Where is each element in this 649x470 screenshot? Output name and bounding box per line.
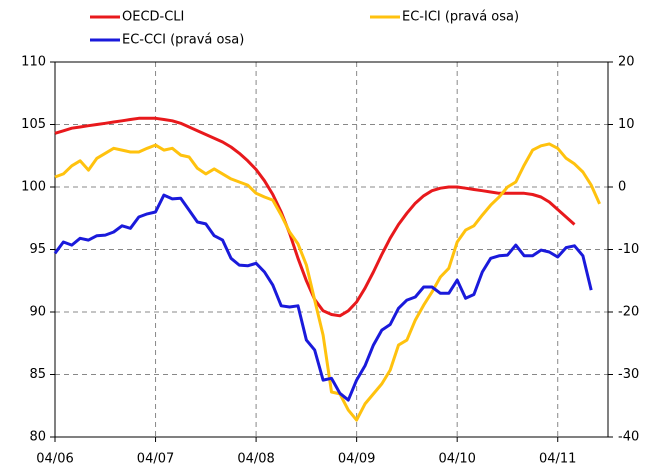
series-line [54, 116, 576, 318]
y2-tick-label: 10 [618, 117, 635, 132]
y-tick-label: 85 [29, 367, 46, 382]
y-tick-label: 90 [29, 305, 46, 320]
x-tick-label: 04/09 [338, 452, 375, 467]
x-tick-label: 04/08 [237, 452, 274, 467]
x-tick-label: 04/10 [438, 452, 475, 467]
plot-frame [54, 61, 609, 438]
y2-tick-label: -30 [618, 367, 639, 382]
legend-label: EC-ICI (pravá osa) [402, 10, 519, 25]
x-tick-label: 04/07 [137, 452, 174, 467]
legend-label: EC-CCI (pravá osa) [122, 33, 244, 48]
y-tick-label: 100 [21, 180, 46, 195]
y2-tick-label: 0 [618, 180, 626, 195]
y-tick-label: 110 [21, 55, 46, 70]
series-line [53, 193, 593, 402]
y-tick-label: 105 [21, 117, 46, 132]
series-line [54, 142, 601, 422]
y-tick-label: 95 [29, 242, 46, 257]
y2-tick-label: -40 [618, 430, 639, 445]
x-tick-label: 04/11 [539, 452, 576, 467]
x-tick-label: 04/06 [36, 452, 73, 467]
y-tick-label: 80 [29, 430, 46, 445]
y2-tick-label: -20 [618, 305, 639, 320]
legend-label: OECD-CLI [122, 10, 184, 25]
y2-tick-label: 20 [618, 55, 635, 70]
y2-tick-label: -10 [618, 242, 639, 257]
